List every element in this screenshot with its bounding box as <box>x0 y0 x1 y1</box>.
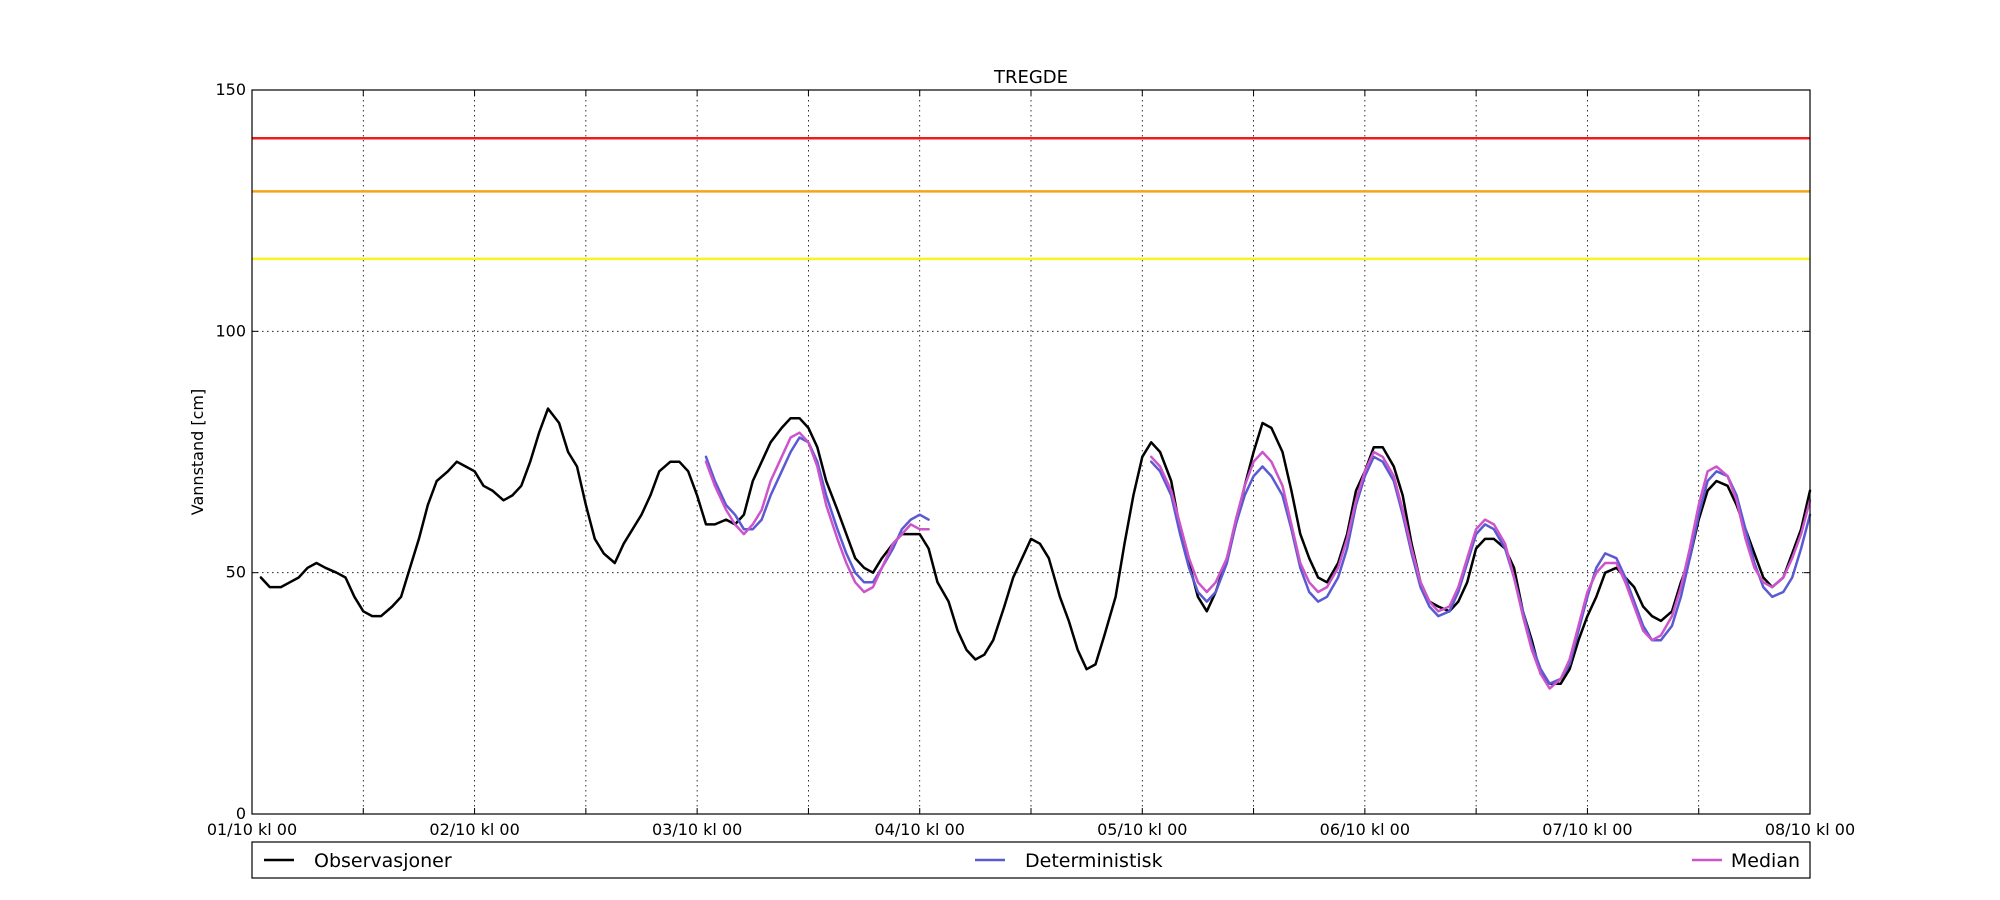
y-tick-label: 0 <box>236 804 246 823</box>
grid <box>252 90 1810 814</box>
series-line-deterministisk <box>704 436 930 584</box>
x-tick-label: 05/10 kl 00 <box>1097 820 1187 839</box>
x-tick-label: 04/10 kl 00 <box>875 820 965 839</box>
y-tick-label: 100 <box>215 321 246 340</box>
y-axis-label: Vannstand [cm] <box>188 389 207 515</box>
x-tick-label: 02/10 kl 00 <box>429 820 519 839</box>
threshold-lines <box>252 137 1810 261</box>
series-line-median <box>1149 450 1812 690</box>
legend-entries: Observasjoner Deterministisk Median <box>264 850 1800 872</box>
x-tick-label: 03/10 kl 00 <box>652 820 742 839</box>
y-tick-label: 50 <box>226 563 246 582</box>
x-tick-label: 07/10 kl 00 <box>1542 820 1632 839</box>
legend-label: Deterministisk <box>1025 850 1163 872</box>
chart-title: TREGDE <box>993 67 1068 88</box>
x-tick-label: 08/10 kl 00 <box>1765 820 1855 839</box>
series-lines <box>259 407 1812 690</box>
legend-frame <box>251 841 1811 879</box>
legend-label: Median <box>1731 850 1800 872</box>
x-tick-label: 06/10 kl 00 <box>1320 820 1410 839</box>
x-tick-label: 01/10 kl 00 <box>207 820 297 839</box>
series-line-deterministisk <box>1149 455 1812 685</box>
legend-label: Observasjoner <box>314 850 452 872</box>
series-line-median <box>704 431 930 594</box>
legend: Observasjoner Deterministisk Median <box>251 841 1811 879</box>
axis-ticks: 0 50 100 150 01/10 kl 00 02/10 kl 00 03/10 kl … <box>207 80 1855 839</box>
y-tick-label: 150 <box>215 80 246 99</box>
